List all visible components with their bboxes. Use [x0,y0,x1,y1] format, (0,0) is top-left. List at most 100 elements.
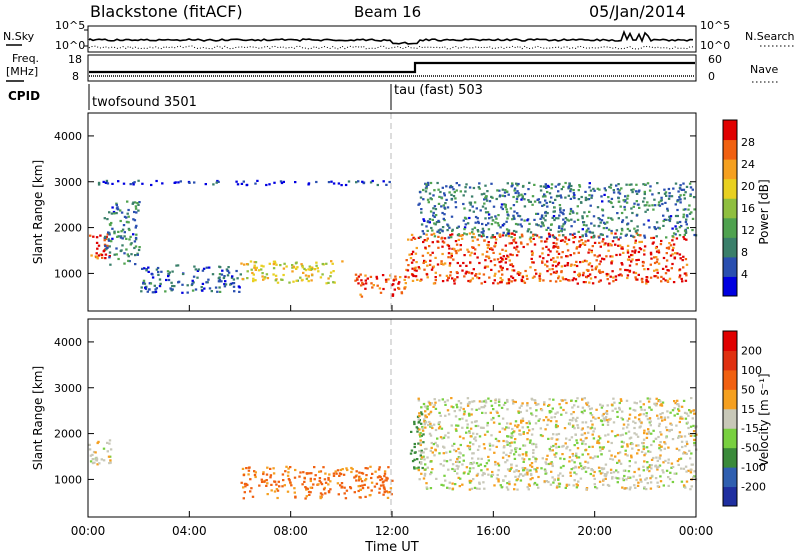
power-scatter-cell [161,182,164,185]
power-scatter-cell [523,198,526,201]
velocity-scatter-cell [506,408,509,411]
velocity-scatter-cell [602,483,605,486]
power-scatter-cell [643,234,646,237]
velocity-scatter-cell [455,429,458,432]
velocity-scatter-cell [590,468,593,471]
power-scatter-cell [516,184,519,187]
power-scatter-cell [515,248,518,251]
power-scatter-cell [424,246,427,249]
velocity-scatter-cell [584,470,588,473]
velocity-scatter-cell [486,421,489,425]
power-scatter-cell [582,274,585,277]
power-scatter-cell [517,182,520,186]
power-scatter-cell [674,214,678,218]
power-scatter-cell [425,187,428,190]
power-scatter-cell [488,200,492,203]
power-scatter-cell [454,197,457,200]
power-scatter-cell [273,260,277,263]
power-scatter-cell [634,241,637,244]
power-scatter-cell [90,254,93,257]
power-scatter-cell [273,181,276,184]
velocity-scatter-cell [318,479,321,483]
velocity-scatter-cell [420,461,423,464]
power-scatter-cell [558,234,561,237]
power-scatter-cell [554,245,557,248]
power-scatter-cell [410,238,413,241]
velocity-scatter-cell [647,400,651,403]
power-scatter-cell [132,233,135,236]
power-scatter-cell [582,223,586,227]
power-scatter-cell [450,215,454,218]
power-scatter-cell [146,290,149,293]
power-scatter-cell [592,236,595,239]
velocity-scatter-cell [629,486,632,489]
power-scatter-cell [388,180,391,184]
velocity-scatter-cell [247,473,250,476]
power-scatter-cell [254,182,257,185]
velocity-scatter-cell [487,455,490,458]
velocity-scatter-cell [438,425,442,428]
power-scatter-cell [518,215,522,218]
velocity-scatter-cell [667,476,670,479]
velocity-scatter-cell [563,427,567,430]
nsky-trace [88,29,694,45]
velocity-scatter-cell [497,478,500,481]
velocity-scatter-cell [298,475,301,478]
power-scatter-cell [685,223,688,226]
power-scatter-cell [301,266,304,269]
power-scatter-cell [512,216,516,219]
velocity-scatter-cell [275,483,278,486]
power-scatter-cell [626,269,629,272]
velocity-scatter-cell [642,438,646,441]
power-scatter-cell [526,219,529,222]
power-scatter-cell [501,207,504,211]
power-scatter-cell [588,273,592,276]
power-scatter-cell [132,182,135,185]
power-scatter-cell [485,250,489,253]
power-scatter-cell [591,282,595,285]
power-scatter-cell [110,221,113,225]
power-scatter-cell [601,257,604,260]
power-scatter-cell [504,234,508,237]
power-scatter-cell [615,236,618,239]
velocity-scatter-cell [483,472,486,475]
power-scatter-cell [558,214,561,217]
velocity-scatter-cell [616,434,619,437]
power-scatter-cell [656,276,660,279]
power-scatter-cell [446,229,449,232]
velocity-scatter-cell [451,487,455,490]
power-scatter-cell [668,192,671,195]
velocity-scatter-cell [266,482,269,485]
velocity-scatter-cell [534,401,537,405]
power-scatter-cell [565,255,568,258]
velocity-scatter-cell [416,458,419,461]
power-scatter-cell [181,283,184,286]
power-scatter-cell [654,247,658,250]
velocity-scatter-cell [597,442,601,445]
velocity-scatter-cell [419,431,422,435]
velocity-scatter-cell [531,443,534,446]
velocity-scatter-cell [597,416,600,420]
power-scatter-cell [582,281,586,284]
velocity-scatter-cell [664,459,667,462]
power-scatter-cell [562,223,565,226]
power-scatter-cell [575,212,579,215]
velocity-scatter-cell [367,486,370,489]
beam-label: Beam 16 [354,3,421,21]
power-scatter-cell [582,221,586,224]
power-scatter-cell [683,272,687,275]
power-scatter-cell [154,288,157,291]
velocity-scatter-cell [558,485,561,488]
power-scatter-cell [95,236,99,239]
power-scatter-cell [585,230,588,233]
velocity-scatter-cell [570,436,574,439]
power-scatter-cell [455,182,458,185]
power-scatter-cell [624,195,627,198]
power-scatter-cell [507,256,510,259]
velocity-scatter-cell [513,453,516,456]
power-scatter-cell [305,277,309,280]
power-scatter-cell [655,260,659,264]
velocity-scatter-cell [469,441,472,444]
velocity-scatter-cell [359,477,362,480]
power-scatter-cell [660,275,663,278]
